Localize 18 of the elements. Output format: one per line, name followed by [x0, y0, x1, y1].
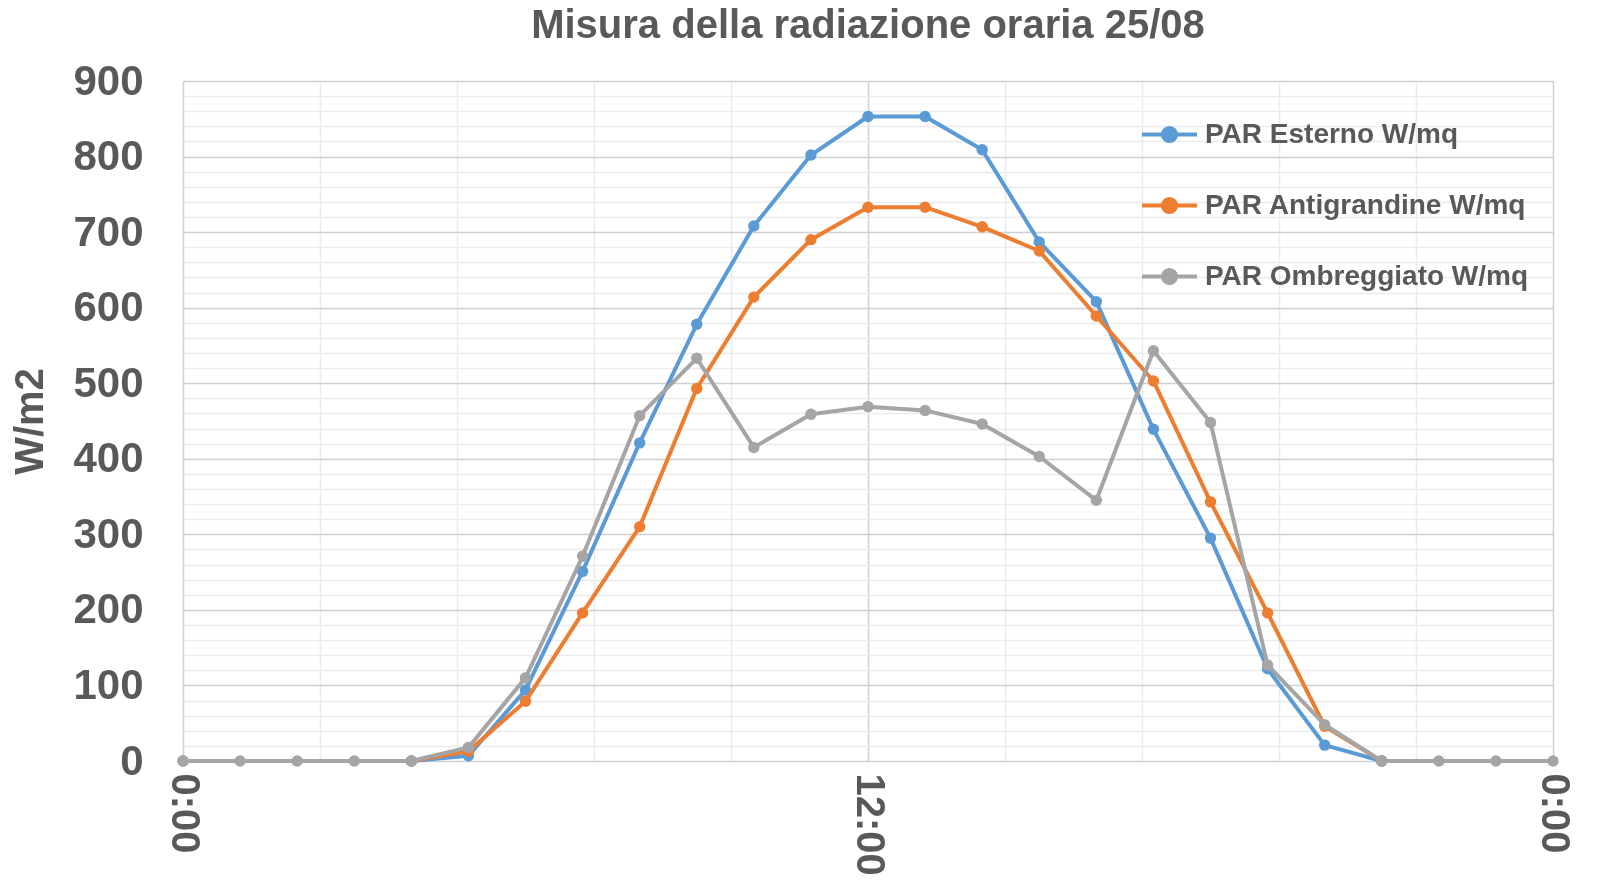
y-tick-label: 500 — [73, 358, 144, 406]
y-tick-label: 900 — [73, 56, 144, 104]
y-tick-label: 0 — [120, 736, 144, 784]
y-tick-label: 100 — [73, 660, 144, 708]
chart-title: Misura della radiazione oraria 25/08 — [531, 2, 1205, 46]
legend-label: PAR Esterno W/mq — [1205, 117, 1459, 149]
legend-label: PAR Antigrandine W/mq — [1205, 188, 1526, 220]
y-axis-title: W/m2 — [7, 368, 52, 475]
y-tick-label: 200 — [73, 585, 144, 633]
x-tick-label: 0:00 — [1533, 773, 1578, 854]
y-tick-label: 600 — [73, 283, 144, 331]
y-tick-label: 800 — [73, 132, 144, 180]
legend-label: PAR Ombreggiato W/mq — [1205, 259, 1529, 291]
y-tick-label: 300 — [73, 509, 144, 557]
x-tick-label: 12:00 — [848, 773, 893, 876]
y-tick-label: 700 — [73, 207, 144, 255]
x-tick-label: 0:00 — [163, 773, 208, 854]
y-tick-label: 400 — [73, 434, 144, 482]
